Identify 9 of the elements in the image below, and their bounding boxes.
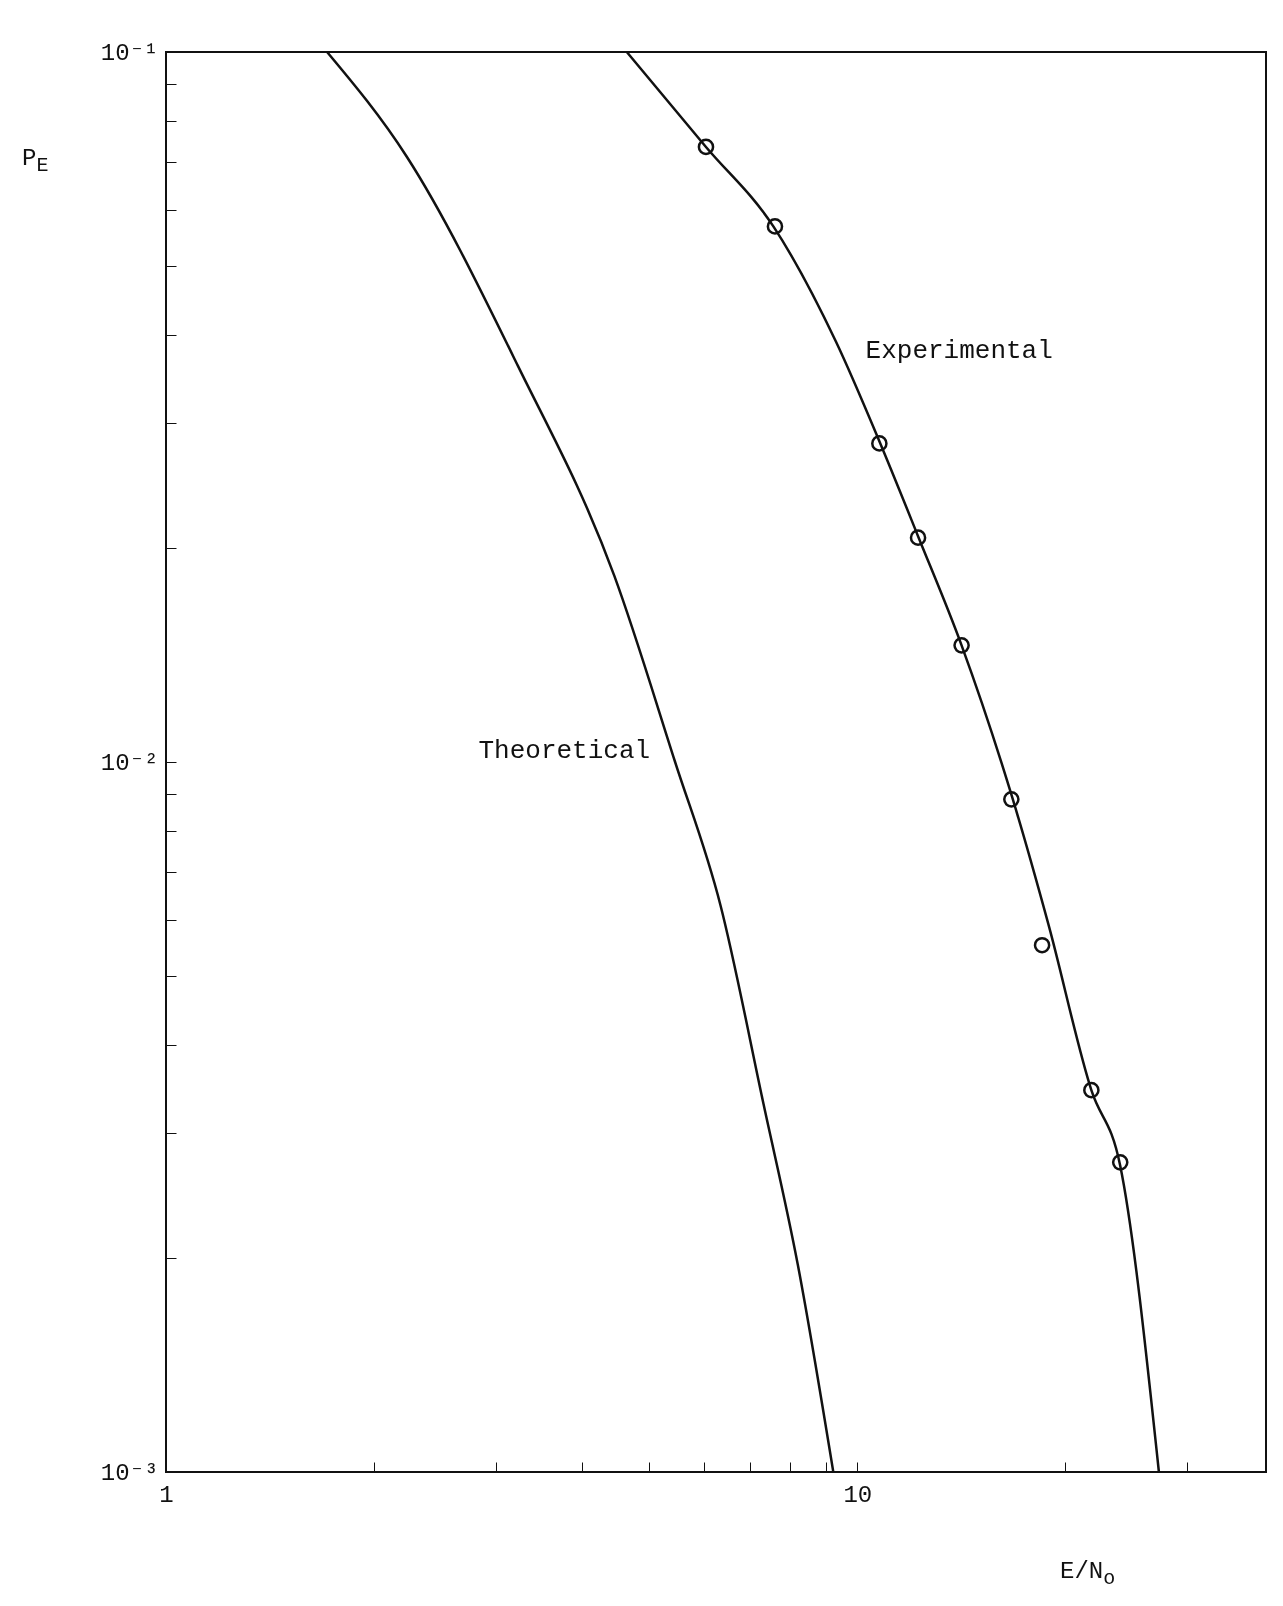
annotation: Theoretical [478,736,651,766]
y-tick-label: 10⁻² [100,749,159,777]
x-tick-label: 10 [843,1481,873,1509]
x-axis-title: E/N$_{o}$ [1060,1558,1116,1590]
y-axis-title: P$_{E}$ [22,145,49,177]
y-tick-label: 10⁻¹ [100,39,159,67]
y-tick-label: 10⁻³ [100,1459,159,1487]
x-tick-label: 1 [159,1481,174,1509]
annotation: Experimental [865,336,1053,367]
